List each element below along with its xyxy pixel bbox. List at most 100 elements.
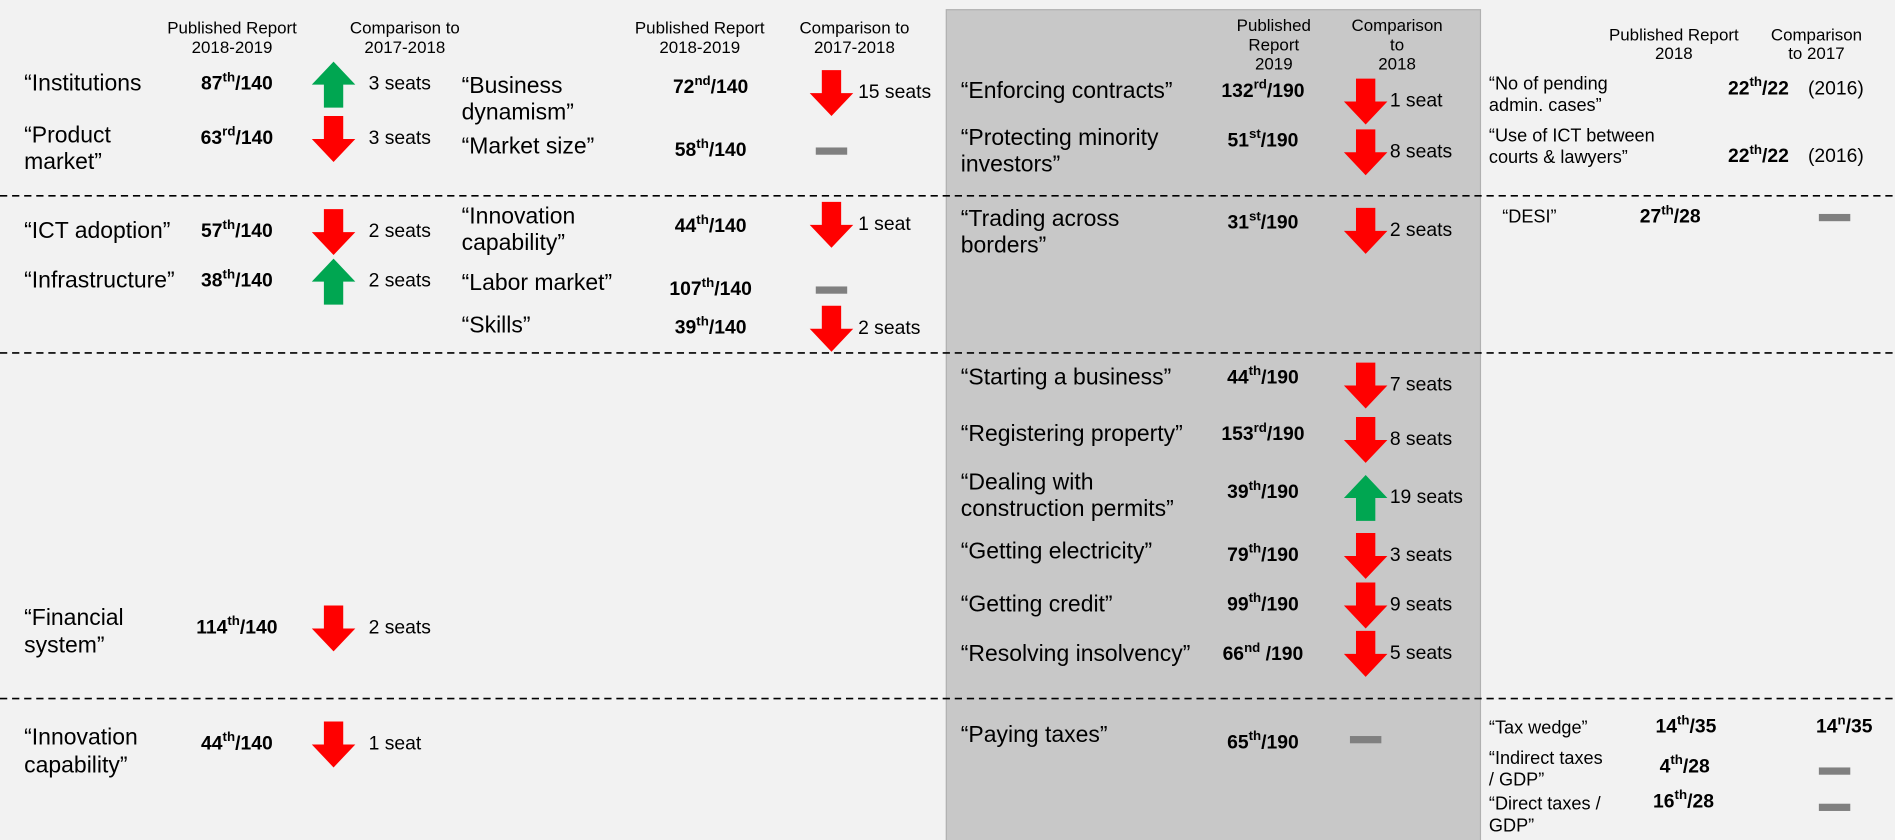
- rank-number: 14: [1655, 717, 1677, 738]
- indicator-label: “Protecting minority: [961, 124, 1159, 150]
- header-comparison: to: [1390, 35, 1404, 54]
- rank-total: /140: [235, 734, 273, 755]
- rank: 44th/140: [201, 729, 273, 755]
- rank-number: 4: [1660, 757, 1671, 778]
- rank-suffix: nd: [694, 73, 710, 88]
- rank-number: 39: [1227, 482, 1249, 503]
- header-report: Published: [1237, 16, 1311, 35]
- rank-total: /140: [235, 221, 273, 242]
- indicator-label: “Skills”: [462, 311, 531, 337]
- seat-change: 1 seat: [858, 214, 911, 235]
- down-arrow: [809, 70, 854, 117]
- down-arrow: [1343, 416, 1388, 463]
- rank-number: 14: [1816, 717, 1838, 738]
- rank-note: (2016): [1808, 146, 1864, 167]
- seat-change: 3 seats: [1390, 545, 1452, 566]
- indicator-label: “ICT adoption”: [24, 217, 170, 243]
- indicator-label: system”: [24, 632, 104, 658]
- rank-total: /22: [1762, 146, 1789, 167]
- indicator-label: “Starting a business”: [961, 363, 1172, 389]
- rank-suffix: th: [223, 729, 236, 744]
- no-change-dash: [1818, 767, 1851, 775]
- indicator-label: “Trading across: [961, 205, 1120, 231]
- rank-number: 99: [1227, 595, 1249, 616]
- up-arrow: [311, 258, 356, 305]
- rank-suffix: th: [223, 266, 236, 281]
- rank-suffix: th: [1249, 363, 1262, 378]
- seat-change: 1 seat: [1390, 91, 1443, 112]
- rank-number: 44: [675, 216, 697, 237]
- header-comparison: Comparison to: [350, 19, 460, 38]
- rank: 31st/190: [1227, 208, 1298, 234]
- rank-total: /190: [1267, 424, 1305, 445]
- header-report: 2018-2019: [659, 38, 740, 57]
- indicator-label: “Registering property”: [961, 420, 1183, 446]
- rank-total: /190: [1261, 482, 1299, 503]
- rank-suffix: th: [1675, 787, 1688, 802]
- rank-suffix: th: [696, 135, 709, 150]
- rank-total: /22: [1762, 79, 1789, 100]
- rank-suffix: th: [227, 613, 240, 628]
- indicator-label: “No of pending: [1489, 73, 1608, 93]
- indicator-label: “DESI”: [1502, 206, 1556, 226]
- header-report: Published Report: [167, 19, 297, 38]
- rank-number: 58: [675, 140, 697, 161]
- indicator-label: “Resolving insolvency”: [961, 640, 1191, 666]
- rank-number: 79: [1227, 545, 1249, 566]
- rank-number: 132: [1221, 81, 1253, 102]
- rank-suffix: rd: [1254, 419, 1267, 434]
- header-report: Report: [1248, 35, 1299, 54]
- indicator-label: “Product: [24, 122, 111, 148]
- rank-total: /140: [240, 618, 278, 639]
- header-comparison: 2017-2018: [814, 38, 895, 57]
- seat-change: 2 seats: [369, 221, 431, 242]
- rank-total: /28: [1674, 207, 1701, 228]
- rank-suffix: rd: [1254, 76, 1267, 91]
- rank-number: 22: [1728, 79, 1750, 100]
- rank-suffix: th: [223, 69, 236, 84]
- indicator-label: “Getting credit”: [961, 591, 1113, 617]
- rank-total: /140: [709, 140, 747, 161]
- indicator-label: “Financial: [24, 604, 124, 630]
- seat-change: 2 seats: [1390, 220, 1452, 241]
- rank: 39th/190: [1227, 477, 1299, 503]
- rank-total: /140: [711, 77, 749, 98]
- rank-number: 27: [1640, 207, 1662, 228]
- indicator-label: GDP”: [1489, 815, 1534, 835]
- rank: 114th/140: [196, 613, 277, 639]
- indicator-label: “Getting electricity”: [961, 537, 1152, 563]
- rank-suffix: st: [1249, 208, 1261, 223]
- indicator-label: “Enforcing contracts”: [961, 77, 1173, 103]
- rank-suffix: th: [696, 313, 709, 328]
- rank: 38th/140: [201, 266, 273, 292]
- rank-total: /140: [714, 279, 752, 300]
- rank: 39th/140: [675, 313, 747, 339]
- rank: 16th/28: [1653, 787, 1714, 813]
- rank: 63rd/140: [201, 123, 273, 149]
- indicator-label: dynamism”: [462, 99, 574, 125]
- rank-number: 39: [675, 318, 697, 339]
- rank-number: 51: [1227, 131, 1249, 152]
- indicator-label: capability”: [24, 751, 127, 777]
- rank: 14n/35: [1816, 712, 1873, 738]
- rank-suffix: n: [1837, 712, 1845, 727]
- no-change-dash: [1818, 803, 1851, 811]
- rank-number: 44: [1227, 367, 1249, 388]
- rank-total: /140: [235, 128, 273, 149]
- rank-number: 57: [201, 221, 223, 242]
- down-arrow: [809, 201, 854, 248]
- indicator-label: “Dealing with: [961, 469, 1094, 495]
- down-arrow: [311, 209, 356, 256]
- rank: 44th/140: [675, 212, 747, 238]
- header-report: Published Report: [635, 19, 765, 38]
- rank-total: /28: [1683, 757, 1710, 778]
- no-change-dash: [815, 286, 848, 294]
- rank: 51st/190: [1227, 126, 1298, 152]
- rank-total: /35: [1690, 717, 1717, 738]
- rank-number: 38: [201, 271, 223, 292]
- rank-number: 44: [201, 734, 223, 755]
- seat-change: 2 seats: [369, 618, 431, 639]
- indicator-label: “Direct taxes /: [1489, 794, 1602, 814]
- rank-total: /140: [235, 271, 273, 292]
